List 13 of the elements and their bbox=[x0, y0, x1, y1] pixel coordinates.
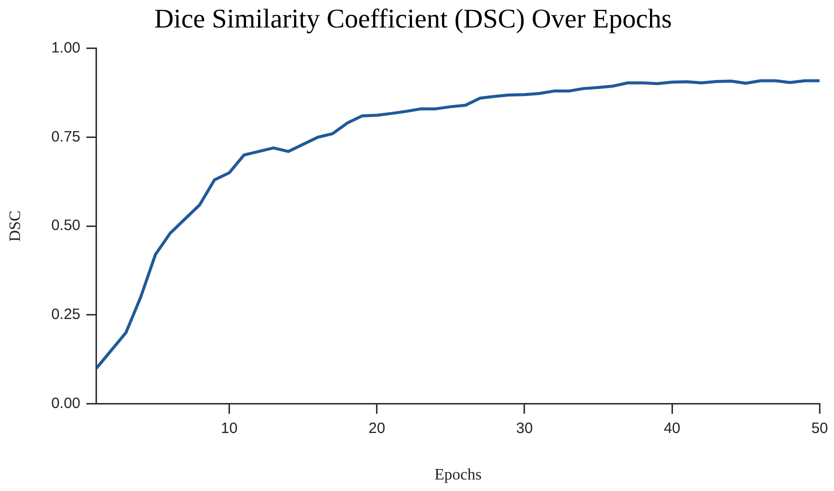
x-tick-label: 20 bbox=[368, 420, 386, 437]
y-tick-label: 0.75 bbox=[51, 128, 80, 146]
x-tick-label: 30 bbox=[516, 420, 533, 437]
x-tick-label: 50 bbox=[811, 420, 828, 437]
x-tick-label: 10 bbox=[220, 420, 238, 437]
x-tick-label: 40 bbox=[664, 420, 680, 437]
x-axis-title: Epochs bbox=[434, 466, 482, 484]
y-axis-title: DSC bbox=[6, 210, 24, 242]
y-tick-label: 0.25 bbox=[51, 306, 80, 324]
y-tick-label: 1.00 bbox=[51, 40, 80, 57]
chart-title: Dice Similarity Coefficient (DSC) Over Epochs bbox=[154, 3, 672, 34]
y-tick-label: 0.50 bbox=[51, 217, 80, 234]
y-tick-label: 0.00 bbox=[51, 394, 80, 412]
